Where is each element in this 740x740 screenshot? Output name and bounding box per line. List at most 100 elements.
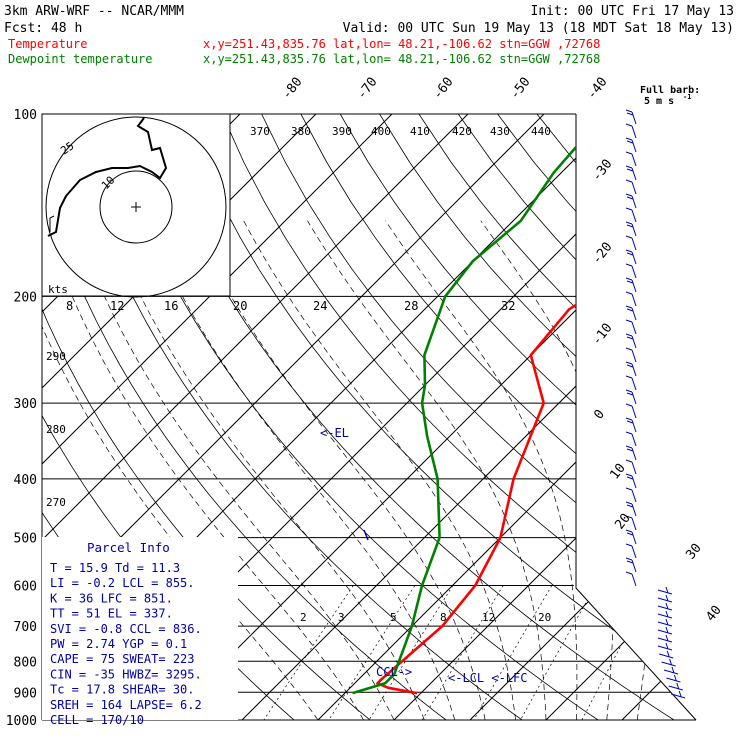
wind-barb-flag — [625, 515, 633, 519]
wind-barb-staff — [631, 531, 637, 545]
wind-barb-staff — [631, 111, 637, 125]
theta-label: 420 — [452, 125, 472, 138]
wind-barb-low-flag — [669, 658, 673, 666]
wind-barb-flag — [625, 403, 633, 407]
wind-barb-staff — [631, 559, 637, 573]
wind-barb-flag — [626, 196, 634, 200]
theta-label: 430 — [490, 125, 510, 138]
el-annotation: <-EL — [320, 426, 349, 440]
parcel-info-row: TT = 51 EL = 337. — [50, 607, 173, 621]
temp-tick-label-right: 40 — [703, 603, 724, 625]
hodo-speed-label: 24 — [313, 299, 327, 313]
dry-adiabat-line — [654, 114, 696, 720]
legend-temperature: Temperature — [8, 37, 87, 51]
wind-barb-low — [666, 677, 681, 683]
dry-adiabat-line — [734, 114, 740, 720]
moist-adiabat-line — [307, 220, 547, 720]
legend-dewpoint-info: x,y=251.43,835.76 lat,lon= 48.21,-106.62… — [203, 52, 600, 66]
moist-adiabat-line — [43, 220, 364, 720]
wind-barb-flag — [625, 263, 633, 267]
wind-barb-flag — [626, 448, 634, 452]
dry-adiabat-line — [418, 114, 696, 720]
isotherm-line — [545, 114, 696, 720]
temp-tick-label-right: 20 — [612, 511, 633, 533]
temp-tick-label-top: -40 — [584, 75, 610, 103]
temp-tick-label-right: 0 — [591, 407, 608, 422]
wind-barb-staff — [631, 223, 637, 237]
isotherm-line — [42, 114, 393, 720]
wind-barb-low-flag — [665, 626, 669, 634]
dry-adiabat-line — [615, 114, 696, 720]
wind-barb-low-flag — [665, 634, 669, 642]
wind-barb-flag — [626, 364, 634, 368]
theta-label: 440 — [531, 125, 551, 138]
temp-tick-label-right: 30 — [683, 541, 704, 563]
hodo-speed-label: 20 — [233, 299, 247, 313]
wind-barb-staff — [631, 251, 637, 265]
wind-barb-flag — [625, 557, 633, 561]
wind-barb-staff — [631, 265, 637, 279]
wind-barb-flag — [625, 543, 633, 547]
wind-barb-low-flag — [665, 602, 669, 610]
wind-barb-flag — [625, 249, 633, 253]
wind-barb-low-flag — [676, 682, 680, 690]
theta-label-left: 290 — [46, 350, 66, 363]
temp-tick-label-right: -30 — [589, 157, 615, 185]
valid-time: Valid: 00 UTC Sun 19 May 13 (18 MDT Sat … — [343, 21, 734, 36]
wind-barb-flag — [625, 473, 633, 477]
hodograph-trace — [47, 117, 168, 237]
wind-barb-staff — [631, 489, 637, 503]
mixing-ratio-label: 5 — [390, 611, 397, 624]
wind-barb-low — [657, 613, 673, 619]
theta-label: 380 — [291, 125, 311, 138]
wind-barb-flag — [626, 504, 634, 508]
parcel-info-row: CELL = 170/10 — [50, 713, 144, 727]
parcel-info-row: K = 36 LFC = 851. — [50, 591, 173, 605]
wind-barb-flag — [625, 291, 633, 295]
theta-label-left: 280 — [46, 423, 66, 436]
mixing-ratio-label: 8 — [440, 611, 447, 624]
wind-barb-flag — [625, 221, 633, 225]
wind-barb-staff — [631, 181, 637, 195]
wind-barb-flag — [625, 235, 633, 239]
moist-adiabat-line — [190, 220, 486, 720]
mixing-ratio-label: 12 — [482, 611, 495, 624]
wind-barb-flag — [625, 319, 633, 323]
wind-barb-flag — [625, 123, 633, 127]
hodo-speed-label: 28 — [404, 299, 418, 313]
wind-barb-low-flag — [666, 650, 670, 658]
isotherm-line — [393, 114, 696, 720]
wind-barb-flag — [625, 151, 633, 155]
wind-barb-low — [657, 629, 673, 635]
wind-barb-staff — [631, 335, 637, 349]
temp-tick-label-top: -80 — [279, 75, 305, 103]
wind-barb-low — [663, 669, 679, 675]
ccl-annotation: CCL-> — [376, 665, 412, 679]
mixing-ratio-line — [263, 585, 354, 720]
wind-barb-flag — [625, 361, 633, 365]
parcel-info-row: LI = -0.2 LCL = 855. — [50, 576, 195, 590]
wind-barb-staff — [631, 321, 637, 335]
theta-label: 400 — [371, 125, 391, 138]
wind-barb-low — [671, 693, 686, 699]
wind-barbs — [625, 109, 686, 699]
dry-adiabat-line — [694, 114, 696, 720]
pressure-tick-label: 500 — [14, 532, 37, 547]
wind-barb-staff — [631, 349, 637, 363]
wind-barb-flag — [625, 571, 633, 575]
mixing-ratio-label: 2 — [300, 611, 307, 624]
pressure-tick-label: 700 — [14, 620, 37, 635]
pressure-tick-label: 100 — [14, 108, 37, 123]
wind-barb-flag — [625, 375, 633, 379]
forecast-hour: Fcst: 48 h — [4, 21, 82, 36]
pressure-tick-label: 1000 — [6, 714, 37, 729]
lcl-lfc-annotation: <-LCL <-LFC — [448, 671, 527, 685]
isotherm-line — [621, 114, 696, 720]
temp-tick-label-top: -50 — [507, 75, 533, 103]
wind-barb-low — [668, 685, 683, 691]
wind-barb-staff — [631, 517, 637, 531]
barb-title-line1: Full barb: — [640, 85, 700, 96]
moist-adiabat-line — [73, 220, 395, 720]
